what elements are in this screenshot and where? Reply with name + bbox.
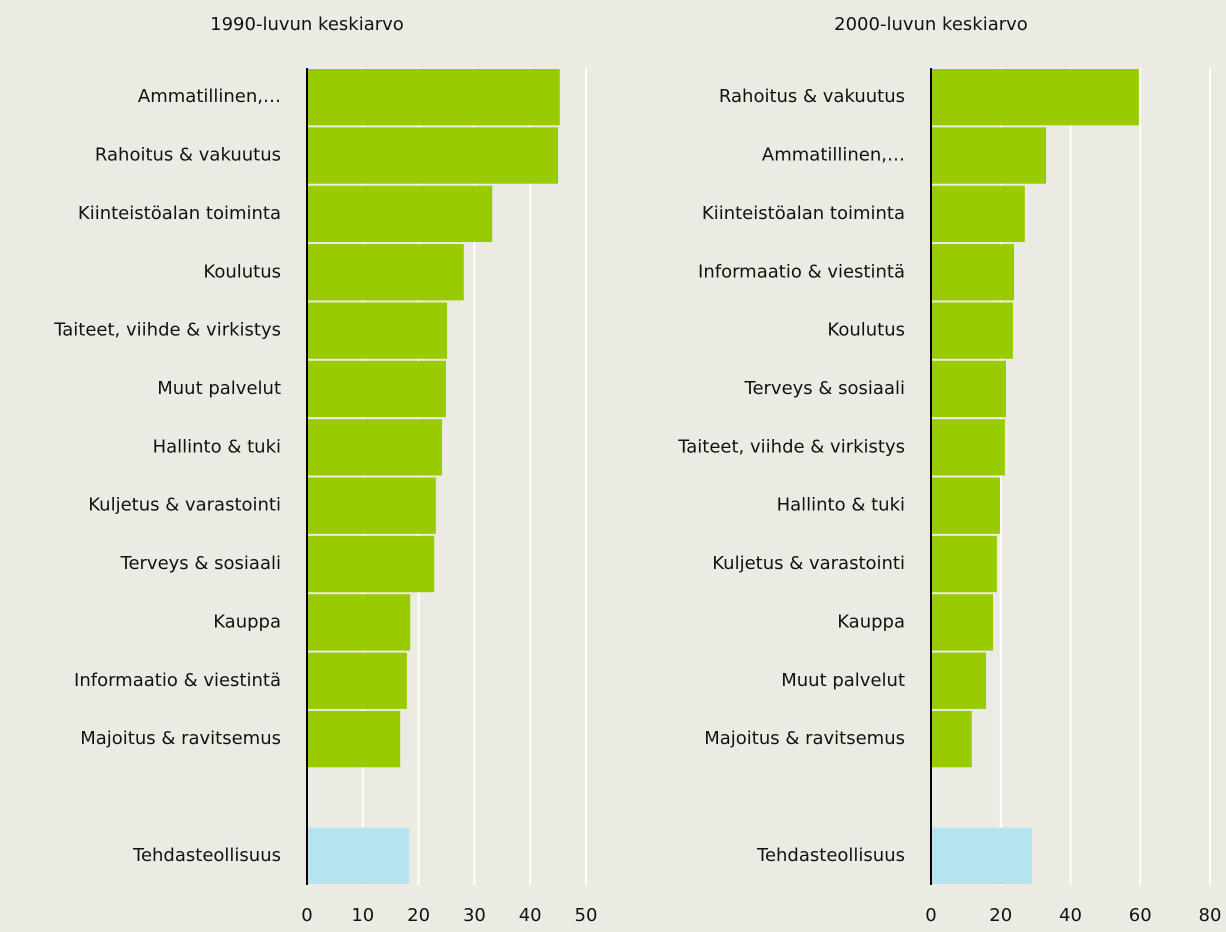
y-tick-label: Koulutus: [203, 261, 281, 282]
chart-title: 1990-luvun keskiarvo: [210, 14, 404, 35]
bar: [931, 69, 1139, 126]
y-tick-label: Muut palvelut: [157, 378, 281, 399]
x-tick-label: 0: [301, 905, 312, 926]
chart-title: 2000-luvun keskiarvo: [834, 14, 1028, 35]
y-tick-label: Kuljetus & varastointi: [712, 553, 905, 574]
bar: [931, 652, 987, 709]
y-tick-label: Kauppa: [837, 611, 905, 632]
bar: [307, 360, 446, 418]
x-tick-label: 80: [1199, 905, 1222, 926]
bar: [931, 302, 1013, 359]
bar: [931, 827, 1032, 884]
y-tick-label: Rahoitus & vakuutus: [95, 145, 281, 166]
bar: [931, 594, 994, 651]
x-tick-label: 60: [1129, 905, 1152, 926]
bar: [307, 244, 464, 301]
y-tick-label: Kauppa: [213, 611, 281, 632]
x-tick-label: 30: [463, 905, 486, 926]
bar: [931, 419, 1005, 476]
y-tick-label: Ammatillinen,…: [762, 145, 905, 166]
bar: [307, 710, 401, 768]
x-tick-label: 20: [407, 905, 430, 926]
y-tick-label: Ammatillinen,…: [138, 86, 281, 107]
bar: [307, 652, 407, 709]
y-tick-label: Tehdasteollisuus: [132, 845, 281, 866]
y-tick-label: Koulutus: [827, 320, 905, 341]
y-tick-label: Hallinto & tuki: [777, 495, 905, 516]
y-tick-label: Terveys & sosiaali: [744, 378, 905, 399]
x-tick-label: 0: [925, 905, 936, 926]
bar: [307, 535, 435, 593]
bar: [307, 185, 493, 243]
bar: [931, 127, 1047, 184]
bar: [931, 535, 997, 593]
bar: [307, 302, 448, 359]
x-tick-label: 40: [519, 905, 542, 926]
bar: [931, 710, 972, 768]
y-tick-label: Hallinto & tuki: [153, 436, 281, 457]
y-tick-label: Muut palvelut: [781, 670, 905, 691]
bar: [307, 127, 559, 184]
y-tick-label: Rahoitus & vakuutus: [719, 86, 905, 107]
y-tick-label: Kiinteistöalan toiminta: [702, 203, 905, 224]
bar: [307, 69, 560, 126]
x-tick-label: 40: [1059, 905, 1082, 926]
bar: [931, 477, 1001, 534]
x-tick-label: 50: [575, 905, 598, 926]
bar: [931, 185, 1025, 243]
bar: [931, 360, 1006, 418]
bar: [931, 244, 1015, 301]
x-tick-label: 20: [989, 905, 1012, 926]
y-tick-label: Terveys & sosiaali: [120, 553, 281, 574]
bar: [307, 419, 443, 476]
y-tick-label: Kuljetus & varastointi: [88, 495, 281, 516]
y-tick-label: Tehdasteollisuus: [756, 845, 905, 866]
bar: [307, 477, 436, 534]
y-tick-label: Informaatio & viestintä: [74, 670, 281, 691]
y-tick-label: Taiteet, viihde & virkistys: [53, 320, 281, 341]
bar: [307, 594, 411, 651]
y-tick-label: Kiinteistöalan toiminta: [78, 203, 281, 224]
y-tick-label: Informaatio & viestintä: [698, 261, 905, 282]
y-tick-label: Taiteet, viihde & virkistys: [677, 436, 905, 457]
bar: [307, 827, 410, 884]
y-tick-label: Majoitus & ravitsemus: [80, 728, 281, 749]
x-tick-label: 10: [351, 905, 374, 926]
y-tick-label: Majoitus & ravitsemus: [704, 728, 905, 749]
